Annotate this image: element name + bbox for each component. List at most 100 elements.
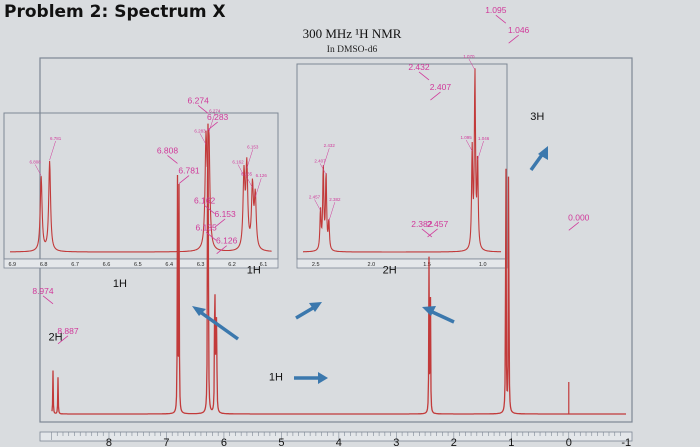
aromatic-expansion-peak-leader-6-808 [34,164,42,176]
ppm-tick-6: 6 [221,437,227,447]
aromatic-expansion-peak-leader-6-283 [199,133,207,145]
aliphatic-expansion-peak-leader-2-457 [314,199,321,211]
peak-label-2-407: 2.407 [430,82,452,92]
peak-label-8-887: 8.887 [57,326,79,336]
integration-labels: 2H 1H 1H 1H 2H 3H [48,111,544,384]
aromatic-expansion-axis [3,258,279,269]
aromatic-expansion-peak-leader-6-162 [237,164,245,176]
integration-1H-6-14: 1H [269,372,283,384]
aromatic-expansion-peak-label-6-126: 6.126 [256,173,268,178]
aromatic-expansion-tick-6-4: 6.4 [165,262,173,268]
ppm-tick-5: 5 [278,437,284,447]
aliphatic-expansion-peak-label-2-432: 2.432 [324,143,336,148]
aromatic-expansion-peak-leader-6-135 [246,176,253,188]
arrow-1h-6.8 [194,307,240,341]
peak-label-6-135: 6.135 [196,222,218,232]
peak-label-leader-8-887 [57,335,69,345]
aromatic-expansion-peak-leader-6-126 [255,178,262,198]
integration-2H-2-42: 2H [383,265,397,277]
aromatic-expansion-peak-label-6-153: 6.153 [247,144,259,149]
aliphatic-expansion-peak-label-2-382: 2.382 [329,197,341,202]
aliphatic-expansion-peak-leader-1-046 [477,140,484,161]
aromatic-expansion-tick-6-7: 6.7 [71,262,79,268]
aliphatic-expansion-peak-leader-1-070 [468,58,476,71]
aromatic-expansion-peak-label-6-274: 6.274 [209,108,221,113]
peak-label-leader-6-153 [214,218,226,228]
peak-label-leader-6-781 [178,175,190,184]
peak-label-2-457: 2.457 [427,219,449,229]
aliphatic-expansion-peak-label-2-407: 2.407 [314,158,326,163]
peak-label-6-781: 6.781 [178,166,200,176]
peak-label-0-000: 0.000 [568,212,590,222]
aromatic-expansion-peak-leader-6-153 [246,149,254,169]
peak-label-leader-6-162 [204,205,215,214]
aromatic-expansion-peak-leader-6-274 [208,113,216,133]
ppm-tick-8: 8 [106,437,112,447]
ppm-axis: 8 7 6 5 4 3 2 1 0 -1 [39,431,633,447]
peak-label-leader-2-457 [427,228,438,238]
ppm-tick-3: 3 [393,437,399,447]
aromatic-expansion-peak-label-6-283: 6.283 [194,128,206,133]
peak-label-leader-6-274 [197,105,209,114]
aromatic-expansion-tick-6-3: 6.3 [197,262,205,268]
aliphatic-expansion-tick-2-5: 2.5 [312,262,320,268]
aromatic-expansion-tick-6-2: 6.2 [228,262,236,268]
peak-label-1-095: 1.095 [485,5,507,15]
aromatic-expansion-tick-6-9: 6.9 [8,262,16,268]
peak-label-leader-1-095 [495,14,507,24]
spectrum-trace [51,123,626,415]
aliphatic-expansion-peak-label-1-095: 1.095 [461,135,473,140]
plot-frame [39,57,633,423]
peak-label-6-162: 6.162 [194,196,216,206]
ppm-tick--1: -1 [621,437,631,447]
annotation-arrows [192,146,548,384]
aromatic-expansion-tick-6-1: 6.1 [260,262,268,268]
aromatic-expansion-peak-leader-6-781 [49,140,56,161]
aromatic-expansion-tick-6-6: 6.6 [103,262,111,268]
peak-label-leader-6-283 [207,121,218,131]
ppm-tick-1: 1 [508,437,514,447]
peak-label-6-274: 6.274 [188,95,210,105]
aliphatic-expansion-tick-2-0: 2.0 [368,262,376,268]
peak-label-2-382: 2.382 [411,219,433,229]
peak-label-6-808: 6.808 [157,145,179,155]
peak-label-leader-2-407 [430,91,441,101]
peak-label-8-974: 8.974 [32,286,54,296]
aromatic-expansion-tick-6-5: 6.5 [134,262,142,268]
aromatic-expansion-peak-label-6-162: 6.162 [232,160,244,165]
peak-label-leader-6-135 [205,231,217,241]
ppm-tick-2: 2 [451,437,457,447]
integration-1H-6-28: 1H [247,265,261,277]
ppm-tick-7: 7 [163,437,169,447]
peak-label-leader-6-808 [167,155,178,164]
integration-1H-6-8: 1H [113,278,127,290]
integration-2H-8-93: 2H [48,332,62,344]
aliphatic-expansion-peak-leader-2-382 [328,202,336,222]
aliphatic-expansion-peak-label-2-457: 2.457 [309,194,321,199]
chart-title: 300 MHz ¹H NMR [303,26,402,41]
aliphatic-expansion-tick-1-5: 1.5 [423,262,431,268]
peak-label-2-432: 2.432 [408,62,430,72]
aliphatic-expansion-peak-leader-1-095 [465,139,473,152]
aliphatic-expansion-peak-leader-2-407 [319,163,327,175]
aliphatic-expansion-trace [303,68,502,253]
peak-label-6-283: 6.283 [207,112,229,122]
aliphatic-expansion-tick-1-0: 1.0 [479,262,487,268]
aromatic-expansion-tick-6-8: 6.8 [40,262,48,268]
aliphatic-expansion-peak-label-1-046: 1.046 [478,136,490,141]
ppm-tick-4: 4 [336,437,342,447]
integration-3H-1-07: 3H [530,111,544,123]
arrow-head-1h-6.28 [309,302,322,312]
peak-label-leader-8-974 [42,295,54,305]
ppm-tick-0: 0 [566,437,572,447]
arrow-head-2h-2.42 [422,306,436,316]
aliphatic-expansion-axis [296,258,508,269]
peak-label-leader-2-382 [421,228,433,238]
aliphatic-expansion-peak-label-1-070: 1.070 [463,54,475,59]
aromatic-expansion-peak-label-6-808: 6.808 [30,160,42,165]
peak-label-leader-1-046 [508,34,519,44]
peak-label-6-153: 6.153 [214,209,236,219]
problem-title: Problem 2: Spectrum X [4,2,226,22]
